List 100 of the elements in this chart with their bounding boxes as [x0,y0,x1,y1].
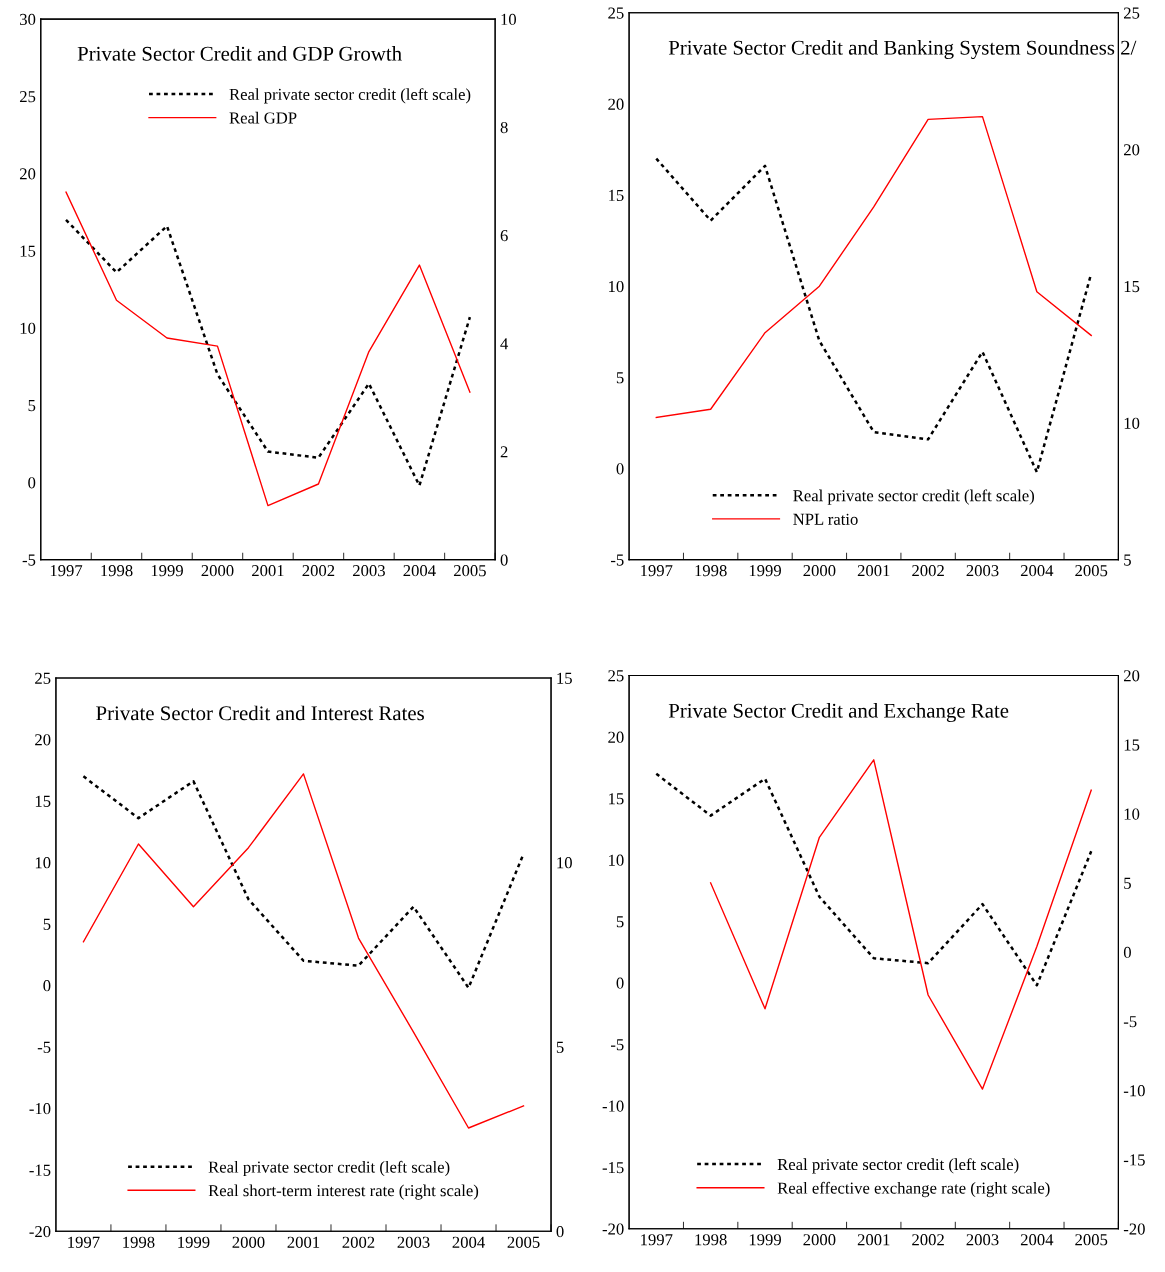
y2-tick-label: 15 [1124,280,1140,293]
y2-tick-label: -10 [1123,1085,1145,1097]
line-series [655,772,1093,987]
y2-tick-label: 5 [1124,877,1131,889]
y2-tick-label: 20 [1123,670,1140,682]
y2-tick-label: 0 [500,554,508,566]
x-tick-label: 2004 [1020,1234,1054,1246]
legend-label: Real short-term interest rate (right scale) [208,1184,479,1200]
y-tick-label: 10 [35,857,51,869]
text: Private Sector Credit and Banking System Soundness 2/ [668,40,1137,60]
y-tick-label: 0 [28,477,36,489]
y-tick-label: -15 [29,1164,51,1176]
y2-tick-label: 5 [1124,554,1131,566]
y-tick-label: 25 [35,672,51,684]
line-series [65,191,471,507]
y-tick-label: 25 [608,670,624,682]
y2-tick-label: -20 [1123,1223,1145,1235]
y2-tick-label: 4 [500,338,509,350]
y2-tick-label: 15 [557,672,572,684]
x-tick-label: 2005 [1075,565,1108,577]
line-series [82,773,525,1129]
x-tick-label: 1997 [641,565,673,577]
x-tick-label: 1998 [123,1236,155,1248]
y-tick-label: -20 [602,1223,624,1235]
y-tick-label: -10 [29,1103,51,1115]
x-tick-label: 2005 [1075,1234,1108,1246]
x-tick-label: 1999 [151,565,183,577]
y2-tick-label: 10 [1124,417,1140,429]
y2-tick-label: 5 [556,1041,564,1053]
y2-tick-label: -15 [1123,1154,1145,1166]
legend-label: Real private sector credit (left scale) [229,88,471,104]
y-tick-label: -5 [37,1041,51,1053]
y-tick-label: 20 [19,168,36,180]
y-tick-label: 5 [616,916,624,928]
x-tick-label: 2002 [342,1236,375,1248]
text: Private Sector Credit and Exchange Rate [668,703,1009,723]
y-tick-label: -10 [602,1100,624,1112]
x-tick-label: 2001 [287,1236,320,1248]
line-series [64,218,472,487]
y2-tick-label: 0 [1123,946,1131,959]
text: Private Sector Credit and Interest Rates [96,705,424,721]
y-tick-label: 0 [616,463,624,475]
x-tick-label: 2004 [452,1236,485,1248]
y2-tick-label: 8 [500,121,508,134]
y-tick-label: 0 [43,980,51,992]
legend-label: NPL ratio [793,513,858,525]
x-tick-label: 2000 [232,1236,265,1248]
x-tick-label: 1998 [695,1234,727,1246]
y-tick-label: 30 [20,13,36,26]
y-tick-label: -5 [22,554,36,566]
x-tick-label: 2000 [803,565,836,577]
x-tick-label: 1997 [68,1236,100,1248]
y2-tick-label: 6 [500,230,508,242]
y-tick-label: 20 [608,98,624,110]
line-series [82,775,525,990]
x-tick-label: 1998 [101,565,133,577]
x-tick-label: 2003 [352,565,385,577]
y-tick-label: 25 [608,7,624,19]
x-tick-label: 1999 [749,1234,781,1246]
legend-label: Real effective exchange rate (right scale) [777,1181,1050,1198]
x-tick-label: 2000 [803,1234,836,1246]
y-tick-label: 5 [28,400,36,412]
y-tick-label: 10 [609,854,624,866]
x-tick-label: 2004 [403,565,436,577]
y-tick-label: 10 [609,280,624,293]
y-tick-label: 15 [35,795,51,807]
x-tick-label: 2005 [453,565,486,577]
y2-tick-label: 10 [557,857,572,869]
legend-label: Real private sector credit (left scale) [208,1160,450,1177]
x-tick-label: 2001 [857,565,890,577]
x-tick-label: 1997 [50,565,83,577]
x-tick-label: 2001 [857,1234,890,1246]
y2-tick-label: 10 [501,13,517,26]
x-tick-label: 2001 [252,565,284,577]
line-series [655,115,1092,419]
x-tick-label: 2003 [966,1234,999,1246]
x-tick-label: 1998 [695,565,727,577]
x-tick-label: 1999 [178,1236,210,1248]
x-tick-label: 2005 [507,1236,540,1248]
y2-tick-label: -5 [1123,1016,1137,1028]
y-tick-label: 5 [43,918,51,930]
y2-tick-label: 25 [1123,7,1140,19]
y2-tick-label: 20 [1123,144,1140,156]
x-tick-label: 2004 [1020,565,1054,577]
x-tick-label: 2002 [912,1234,944,1246]
x-tick-label: 2002 [912,565,944,577]
legend-label: Real private sector credit (left scale) [777,1158,1019,1174]
y-tick-label: -15 [602,1162,624,1174]
x-tick-label: 1999 [749,565,781,577]
y-tick-label: 15 [609,793,624,805]
x-tick-label: 2002 [302,565,335,577]
x-tick-label: 2000 [201,565,234,577]
y-tick-label: 10 [20,322,36,334]
y-tick-label: -5 [610,1039,624,1051]
y-tick-label: 5 [616,372,624,384]
legend-label: Real private sector credit (left scale) [793,489,1035,505]
x-tick-label: 1997 [641,1234,673,1246]
y2-tick-label: 15 [1124,739,1140,751]
x-tick-label: 2003 [397,1236,430,1248]
y-tick-label: -5 [610,554,624,566]
